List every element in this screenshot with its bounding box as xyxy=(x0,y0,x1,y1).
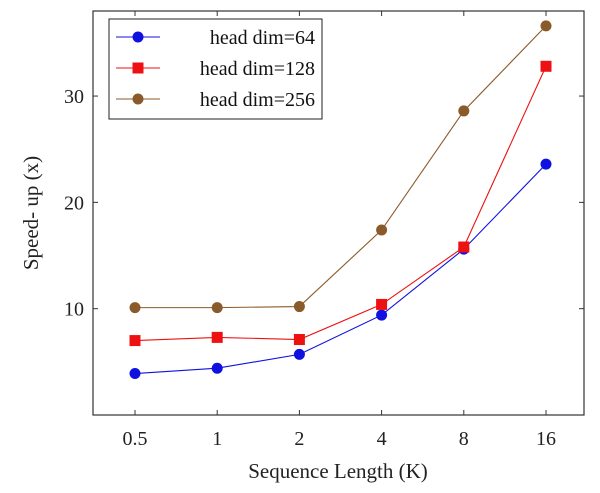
x-tick-label: 16 xyxy=(536,428,556,450)
series-line xyxy=(134,163,547,375)
legend-label: head dim=256 xyxy=(200,89,315,111)
x-axis-ticks: 0.5 1 2 4 8 16 xyxy=(123,11,556,450)
y-tick-label: 30 xyxy=(64,86,84,108)
data-point xyxy=(376,298,388,310)
y-tick-label: 20 xyxy=(64,192,84,214)
data-point xyxy=(376,309,388,321)
data-point xyxy=(458,241,470,253)
series-line xyxy=(135,25,547,309)
data-point xyxy=(376,224,388,236)
data-point xyxy=(293,348,305,360)
legend-entry: head dim=64 xyxy=(116,27,315,49)
x-tick-label: 8 xyxy=(459,428,469,450)
data-point xyxy=(540,158,552,170)
y-axis-title: Speed- up (x) xyxy=(19,156,43,270)
x-axis-title: Sequence Length (K) xyxy=(248,459,428,483)
legend-label: head dim=128 xyxy=(200,58,315,80)
legend-marker xyxy=(132,31,144,43)
data-point xyxy=(211,362,223,374)
x-tick-label: 1 xyxy=(212,428,222,450)
series-3 xyxy=(129,20,552,314)
legend: head dim=64 head dim=128 head dim=256 xyxy=(108,18,323,120)
series-line xyxy=(134,66,547,342)
y-axis-ticks: 10 20 30 xyxy=(64,86,584,321)
data-point xyxy=(293,301,305,313)
series-group xyxy=(129,20,552,380)
series-1 xyxy=(129,158,552,380)
data-point xyxy=(129,302,141,314)
legend-entry: head dim=256 xyxy=(116,89,315,111)
data-point xyxy=(211,331,223,343)
data-point xyxy=(293,334,305,346)
y-tick-label: 10 xyxy=(64,299,84,321)
legend-box xyxy=(108,18,323,120)
plot-frame xyxy=(92,10,585,416)
data-point xyxy=(458,105,470,117)
data-point xyxy=(540,20,552,32)
legend-label: head dim=64 xyxy=(210,27,315,49)
legend-marker xyxy=(132,93,144,105)
data-point xyxy=(540,60,552,72)
legend-entry: head dim=128 xyxy=(116,58,315,80)
x-tick-label: 4 xyxy=(377,428,387,450)
series-2 xyxy=(129,60,552,347)
x-tick-label: 2 xyxy=(294,428,304,450)
data-point xyxy=(211,302,223,314)
data-point xyxy=(129,368,141,380)
data-point xyxy=(129,335,141,347)
x-tick-label: 0.5 xyxy=(123,428,148,450)
legend-marker xyxy=(132,62,144,74)
